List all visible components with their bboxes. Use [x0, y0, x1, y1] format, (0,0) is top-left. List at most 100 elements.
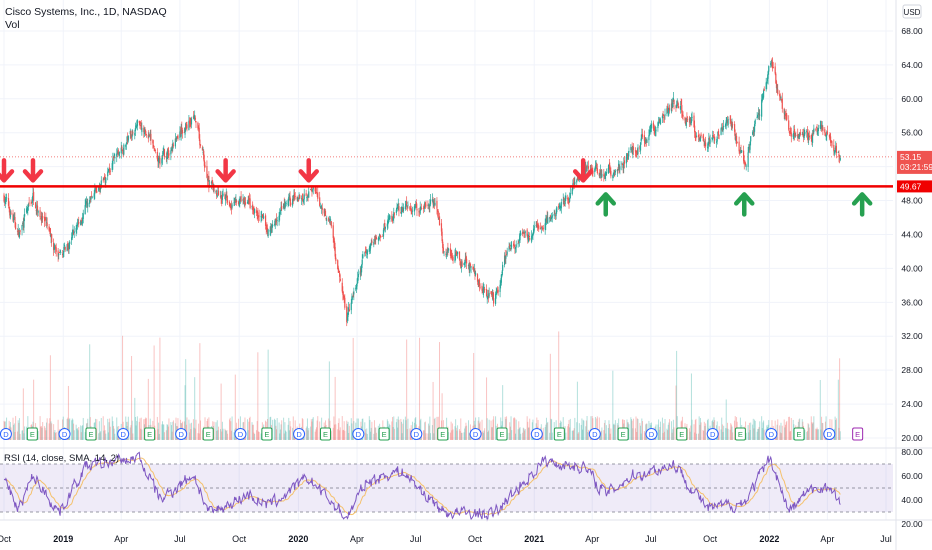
candle-body: [594, 168, 596, 173]
volume-bar: [153, 345, 155, 440]
earnings-marker[interactable]: [553, 427, 565, 441]
volume-bar: [198, 433, 200, 440]
dividend-marker[interactable]: [645, 428, 658, 440]
earnings-marker[interactable]: [319, 427, 331, 441]
candle-body: [50, 234, 52, 238]
candle-body: [560, 206, 562, 208]
candle-body: [472, 266, 474, 270]
earnings-marker[interactable]: [734, 427, 746, 441]
volume-bar: [459, 430, 461, 440]
symbol-title[interactable]: Cisco Systems, Inc., 1D, NASDAQ: [5, 6, 167, 18]
dividend-marker[interactable]: [588, 428, 601, 440]
candle-body: [398, 206, 400, 212]
candle-body: [621, 163, 624, 165]
candle-body: [319, 206, 321, 208]
dividend-marker[interactable]: [530, 428, 543, 440]
volume-bar: [252, 424, 254, 440]
dividend-marker[interactable]: [175, 428, 188, 440]
dividend-marker[interactable]: [234, 428, 247, 440]
volume-bar: [402, 419, 404, 440]
candle-body: [784, 114, 787, 116]
dividend-marker[interactable]: [765, 428, 778, 440]
earnings-marker[interactable]: [378, 427, 390, 441]
dividend-marker[interactable]: [706, 428, 719, 440]
earnings-marker[interactable]: [85, 427, 97, 441]
volume-bar: [754, 420, 756, 440]
candle-body: [464, 262, 466, 263]
candle-body: [96, 191, 98, 193]
volume-bar: [640, 433, 642, 440]
candle-body: [16, 230, 19, 232]
candle-body: [785, 114, 787, 117]
candle-body: [299, 195, 301, 199]
candle-body: [273, 223, 276, 225]
volume-bar: [696, 433, 698, 440]
candle-body: [144, 129, 146, 131]
volume-bar: [127, 416, 129, 440]
dividend-marker[interactable]: [293, 428, 306, 440]
earnings-marker[interactable]: [496, 427, 508, 441]
event-markers[interactable]: D D D D D D D D D D D D D D DE E E E E E E E E E E E E E E: [0, 427, 864, 441]
candle-body: [170, 148, 173, 151]
volume-bar: [44, 427, 46, 440]
candle-body: [576, 180, 578, 183]
candle-body: [595, 165, 597, 168]
volume-bar: [22, 388, 24, 440]
dividend-marker[interactable]: [352, 428, 365, 440]
volume-bar: [402, 423, 404, 440]
earnings-marker[interactable]: [202, 427, 214, 441]
volume-bar: [332, 427, 334, 440]
dividend-marker[interactable]: [410, 428, 423, 440]
candle-body: [765, 82, 767, 90]
candle-body: [590, 168, 593, 170]
candle-body: [145, 134, 147, 135]
earnings-marker[interactable]: [852, 427, 864, 441]
dividend-marker[interactable]: [469, 428, 482, 440]
volume-bar: [752, 418, 754, 440]
volume-bar: [429, 416, 431, 440]
candlestick-series[interactable]: [3, 57, 841, 327]
candle-body: [4, 199, 6, 204]
earnings-marker[interactable]: [261, 427, 273, 441]
candle-body: [667, 109, 669, 113]
earnings-marker[interactable]: [26, 427, 38, 441]
dividend-marker[interactable]: [823, 428, 836, 440]
earnings-marker[interactable]: [676, 427, 688, 441]
volume-bar: [156, 416, 158, 440]
volume-bar: [99, 432, 101, 440]
rsi-series: [3, 451, 841, 522]
volume-bar: [781, 433, 783, 440]
dividend-marker[interactable]: [117, 428, 130, 440]
earnings-marker[interactable]: [617, 427, 629, 441]
candle-body: [523, 232, 526, 234]
candle-body: [532, 233, 534, 237]
candle-body: [554, 215, 557, 217]
earnings-marker[interactable]: [793, 427, 805, 441]
volume-bar: [577, 433, 579, 440]
candle-body: [54, 246, 57, 249]
candle-body: [125, 144, 127, 147]
candle-body: [73, 231, 75, 234]
time-tick-label: 2020: [288, 534, 308, 544]
volume-bar: [41, 427, 43, 440]
dividend-marker[interactable]: [0, 428, 12, 440]
candle-body: [707, 141, 709, 149]
candle-body: [256, 211, 258, 214]
candle-body: [470, 266, 472, 268]
dividend-marker[interactable]: [58, 428, 71, 440]
volume-bar: [727, 422, 729, 440]
earnings-marker[interactable]: [144, 427, 156, 441]
earnings-marker[interactable]: [437, 427, 449, 441]
volume-bar: [582, 419, 584, 440]
candle-body: [806, 130, 808, 133]
candle-body: [389, 215, 391, 220]
candle-body: [12, 213, 14, 221]
volume-bar: [373, 433, 375, 440]
volume-bar: [578, 423, 580, 440]
candle-body: [574, 181, 576, 185]
volume-label[interactable]: Vol: [5, 19, 20, 31]
candle-body: [296, 197, 298, 200]
candle-body: [635, 150, 637, 153]
volume-bar: [231, 416, 233, 440]
